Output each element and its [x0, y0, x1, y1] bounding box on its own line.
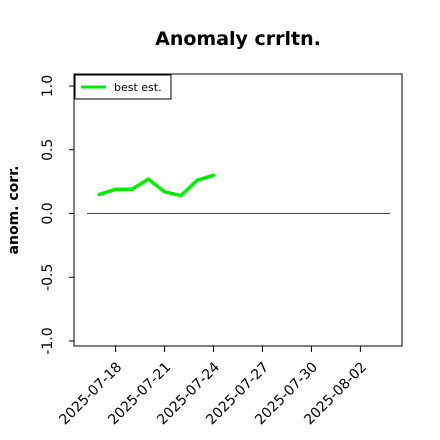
chart-title: Anomaly crrltn.	[155, 28, 321, 50]
legend: best est.	[74, 74, 172, 100]
plot-frame	[73, 73, 403, 347]
y-tick-label: 0.5	[40, 139, 56, 161]
y-tick-label: 1.0	[40, 75, 56, 97]
y-tick-label: 0.0	[40, 202, 56, 224]
y-axis-label: anom. corr.	[6, 166, 22, 255]
series-line-best-est	[97, 173, 216, 198]
legend-label-best-est: best est.	[114, 81, 162, 94]
y-tick-label: -1.0	[40, 327, 56, 354]
y-tick-label: -0.5	[40, 264, 56, 291]
